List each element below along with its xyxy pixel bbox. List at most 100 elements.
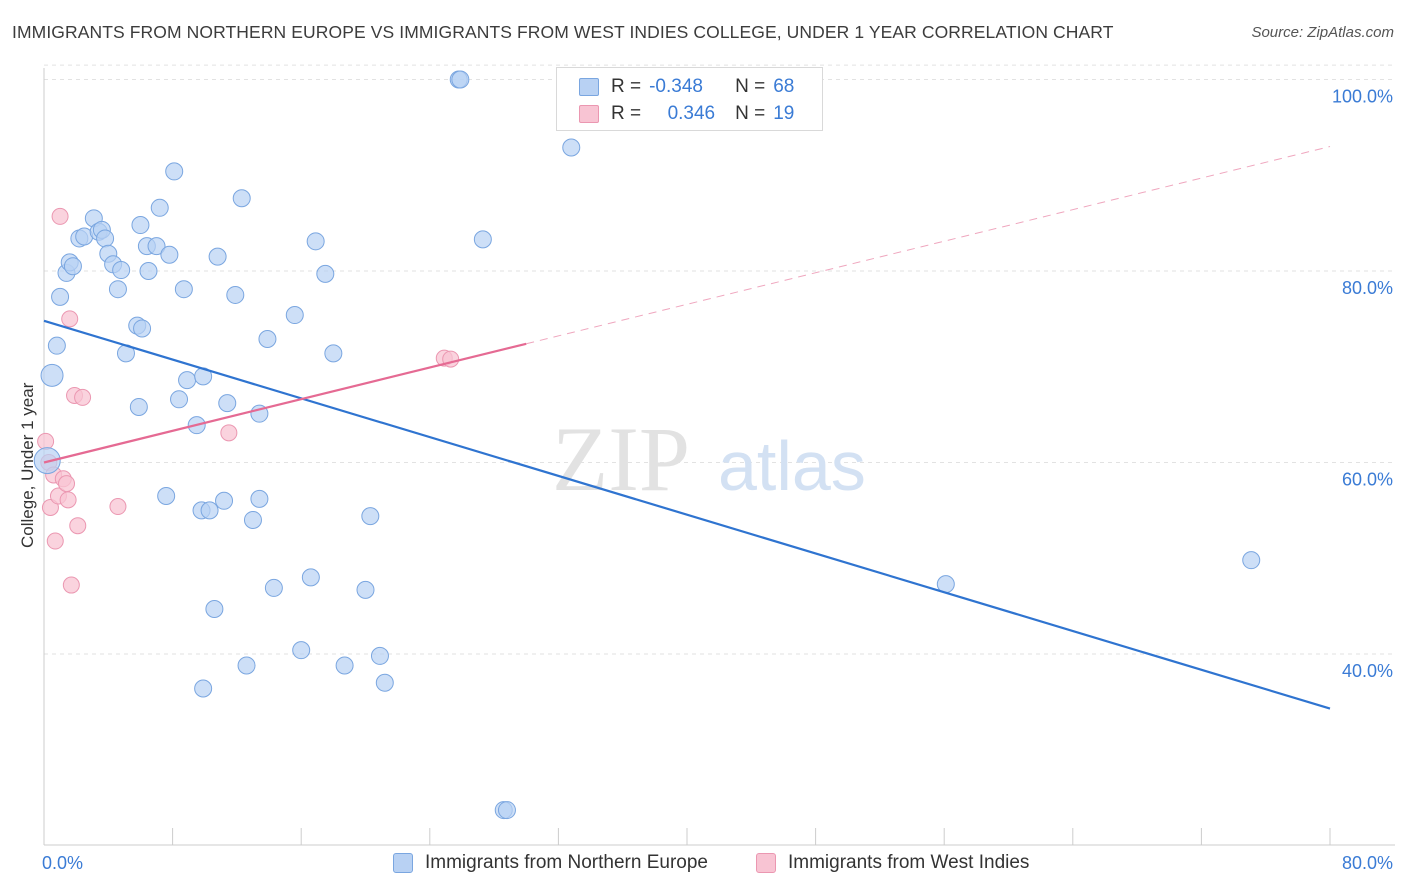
data-point-northern-europe [243,510,262,529]
data-point-northern-europe [157,487,176,506]
data-point-northern-europe [218,394,237,413]
data-point-northern-europe [47,336,66,355]
data-point-northern-europe [108,280,127,299]
watermark: ZIP atlas [552,408,866,510]
watermark-atlas: atlas [718,427,866,505]
data-point-northern-europe [324,344,343,363]
data-point-west-indies [51,207,69,225]
data-point-northern-europe [112,261,131,280]
data-point-northern-europe [205,599,224,618]
data-point-northern-europe [370,646,389,665]
legend-row-northern-europe: R = -0.348 N = 68 [579,75,794,99]
data-point-northern-europe [451,70,470,89]
data-point-northern-europe [133,319,152,338]
bottom-legend-label: Immigrants from West Indies [788,852,1030,873]
data-point-northern-europe [129,397,148,416]
y-tick-label: 40.0% [1342,661,1393,681]
bottom-legend-swatch-blue [393,853,413,873]
data-point-west-indies [37,432,55,450]
data-point-west-indies [74,388,92,406]
data-point-west-indies [69,517,87,535]
trend-line-west-indies-extended [526,146,1331,345]
data-point-northern-europe [174,280,193,299]
legend-r-label: R = [611,103,642,124]
data-point-west-indies [61,310,79,328]
trend-lines [43,146,1331,710]
bottom-legend-northern-europe: Immigrants from Northern Europe [393,852,708,874]
data-point-northern-europe [292,641,311,660]
data-point-northern-europe [335,656,354,675]
legend-swatch-blue [579,78,599,96]
data-point-northern-europe [301,568,320,587]
legend-n-label: N = [735,103,766,124]
trend-line-northern-europe [43,319,1331,710]
bottom-legend-swatch-pink [756,853,776,873]
data-point-northern-europe [285,306,304,325]
data-point-northern-europe [215,491,234,510]
legend-n-label: N = [735,76,766,97]
data-point-northern-europe [226,285,245,304]
data-point-northern-europe [250,489,269,508]
data-point-northern-europe [562,138,581,157]
data-point-northern-europe [40,363,64,387]
data-point-northern-europe [170,390,189,409]
data-point-northern-europe [194,679,213,698]
data-point-northern-europe [306,232,325,251]
x-tick-label: 0.0% [42,853,83,873]
data-point-northern-europe [264,578,283,597]
series-northern-europe-points [33,70,1261,820]
legend-r-value: -0.348 [649,76,703,97]
grid-lines [44,64,1395,655]
source-label: Source: ZipAtlas.com [1251,24,1394,41]
data-point-northern-europe [356,580,375,599]
data-point-northern-europe [237,656,256,675]
legend-r-value: 0.346 [667,103,716,124]
data-point-northern-europe [147,237,166,256]
data-point-northern-europe [131,216,150,235]
data-point-northern-europe [139,262,158,280]
data-point-northern-europe [316,264,335,283]
data-point-northern-europe [473,230,492,249]
data-point-northern-europe [1242,551,1261,570]
data-point-west-indies [109,498,127,516]
legend-r-label: R = [611,76,642,97]
data-point-west-indies [59,491,77,509]
data-point-northern-europe [96,229,115,248]
data-point-northern-europe [361,507,380,526]
bottom-legend-west-indies: Immigrants from West Indies [756,852,1029,874]
legend-n-value: 68 [773,76,795,97]
trend-line-west-indies [43,342,527,464]
watermark-zip: ZIP [552,408,690,510]
y-axis-label: College, Under 1 year [18,382,37,548]
data-point-northern-europe [497,801,516,820]
data-point-northern-europe [150,198,169,217]
data-point-west-indies [41,499,59,517]
bottom-legend-label: Immigrants from Northern Europe [425,852,708,873]
x-tick-label: 80.0% [1342,853,1393,873]
data-point-northern-europe [165,162,184,181]
data-point-northern-europe [160,245,179,264]
legend-n-value: 19 [773,103,795,124]
legend-swatch-pink [579,105,599,123]
data-point-northern-europe [63,257,82,276]
data-point-northern-europe [208,247,227,266]
legend-row-west-indies: R = 0.346 N = 19 [579,102,794,126]
data-point-west-indies [220,424,238,442]
data-point-west-indies [58,475,76,493]
data-point-northern-europe [232,189,251,208]
y-tick-label: 100.0% [1332,87,1393,107]
data-point-northern-europe [178,371,197,390]
tick-labels: 40.0% 60.0% 80.0% 100.0% 0.0% 80.0% [42,87,1393,874]
data-point-northern-europe [51,287,70,306]
data-point-northern-europe [375,673,394,692]
correlation-legend: R = -0.348 N = 68 R = 0.346 N = 19 [556,67,823,131]
data-point-northern-europe [258,329,277,348]
data-point-west-indies [62,576,80,594]
y-tick-label: 80.0% [1342,278,1393,298]
data-point-northern-europe [200,501,219,520]
chart-title: IMMIGRANTS FROM NORTHERN EUROPE VS IMMIG… [12,22,1114,42]
series-west-indies-points [37,207,460,594]
data-point-west-indies [46,532,64,550]
y-tick-label: 60.0% [1342,470,1393,490]
